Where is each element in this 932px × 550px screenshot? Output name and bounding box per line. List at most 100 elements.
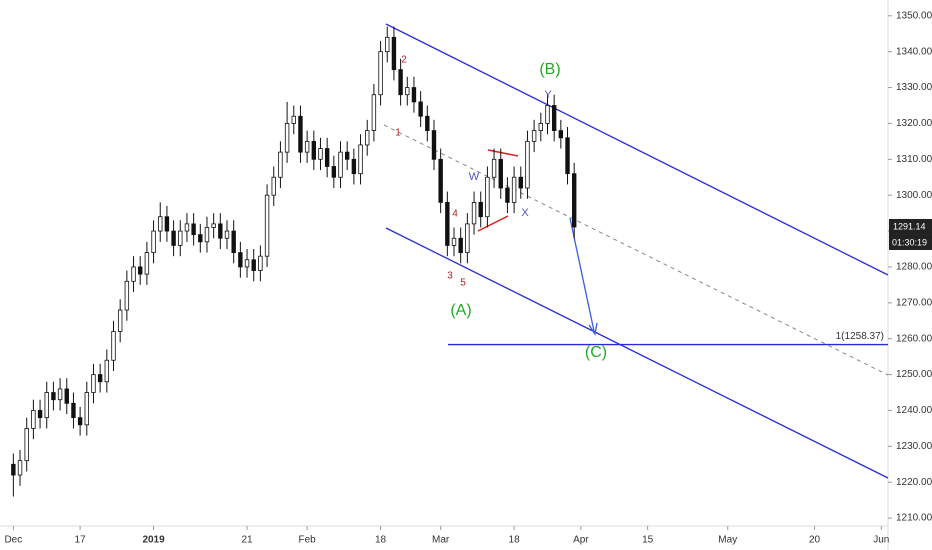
candle xyxy=(104,349,110,393)
candle-body xyxy=(164,216,170,232)
candle xyxy=(138,256,143,285)
x-tick-label: Jun xyxy=(873,535,889,546)
x-tick-label: May xyxy=(718,535,737,546)
candle-body xyxy=(178,230,183,246)
candle-body xyxy=(391,36,397,71)
candle xyxy=(558,119,564,149)
candle xyxy=(218,213,223,250)
candle xyxy=(164,205,170,242)
candle-body xyxy=(191,223,196,236)
y-tick-label: 1230.00 xyxy=(896,441,932,452)
wave-label: W xyxy=(469,171,480,183)
candle-body xyxy=(518,176,523,189)
candle xyxy=(144,241,150,285)
wave-label: (A) xyxy=(450,302,471,319)
x-tick-label: Apr xyxy=(573,535,589,546)
candle-body xyxy=(151,230,156,253)
price-tag-label: 1291.14 xyxy=(893,221,926,231)
wave-label: X xyxy=(521,207,529,219)
candle-body xyxy=(351,158,357,175)
candle xyxy=(231,220,236,264)
candle xyxy=(498,148,503,199)
y-tick-label: 1330.00 xyxy=(896,82,932,93)
candle xyxy=(198,223,203,253)
candle-body xyxy=(111,331,116,361)
candle xyxy=(338,141,343,189)
candle-body xyxy=(117,309,123,332)
candle xyxy=(291,105,296,135)
candle xyxy=(358,134,363,185)
candle xyxy=(184,213,190,242)
x-tick-label: 2019 xyxy=(142,535,165,546)
candle xyxy=(298,105,303,163)
candle-body xyxy=(378,51,383,96)
candle-body xyxy=(418,101,423,117)
candle xyxy=(91,363,96,404)
x-tick-label: Mar xyxy=(432,535,450,546)
y-tick-label: 1300.00 xyxy=(896,190,932,201)
candle-body xyxy=(478,201,483,218)
candle-body xyxy=(231,230,236,253)
candle-body xyxy=(238,252,243,268)
candle-body xyxy=(138,266,143,275)
candle xyxy=(238,241,243,278)
x-tick-label: Dec xyxy=(4,535,22,546)
candle-body xyxy=(431,130,437,160)
candle xyxy=(531,119,537,153)
candle-body xyxy=(64,388,69,404)
wave-label: 4 xyxy=(452,209,458,220)
candle xyxy=(51,381,56,411)
candle xyxy=(37,399,43,429)
candle xyxy=(111,320,116,371)
x-tick-label: 18 xyxy=(509,535,521,546)
candle-body xyxy=(545,105,550,124)
y-tick-label: 1240.00 xyxy=(896,405,932,416)
candle xyxy=(405,76,410,106)
candle xyxy=(571,162,577,239)
candle xyxy=(204,216,210,253)
candle xyxy=(485,166,490,228)
candle xyxy=(31,399,36,440)
candle-body xyxy=(438,158,443,203)
candle-body xyxy=(84,392,89,426)
candle xyxy=(438,148,443,214)
candle-body xyxy=(251,259,256,271)
candle-body xyxy=(398,69,403,96)
candle-body xyxy=(491,158,497,178)
candle-body xyxy=(451,237,457,246)
candle-body xyxy=(218,223,223,239)
candle xyxy=(451,227,457,257)
candle-body xyxy=(284,123,290,153)
candle xyxy=(545,94,550,135)
candle-body xyxy=(551,105,557,132)
level-label: 1(1258.37) xyxy=(836,331,884,342)
wave-label: 2 xyxy=(401,55,407,66)
countdown-tag xyxy=(889,234,932,250)
candle-body xyxy=(425,115,430,132)
candle-body xyxy=(525,140,530,189)
candle xyxy=(191,213,196,246)
candle-body xyxy=(365,130,370,146)
candle xyxy=(131,256,136,293)
candle-body xyxy=(471,201,477,225)
candle xyxy=(391,26,397,81)
candle-body xyxy=(104,359,110,383)
candle-body xyxy=(124,280,130,311)
candle-body xyxy=(31,410,36,429)
channel-lower xyxy=(385,227,889,479)
candle-body xyxy=(224,230,230,239)
y-tick-label: 1270.00 xyxy=(896,297,932,308)
candle-body xyxy=(565,137,570,175)
candle-body xyxy=(184,223,190,232)
candle xyxy=(471,191,477,235)
candle xyxy=(178,220,183,257)
x-tick-label: 15 xyxy=(642,535,654,546)
candle-body xyxy=(278,151,283,178)
triangle-lower xyxy=(477,215,509,232)
candle xyxy=(551,94,557,142)
wave-label: (C) xyxy=(585,344,607,361)
candle xyxy=(505,177,510,214)
candle-body xyxy=(571,173,577,228)
candle xyxy=(284,101,290,163)
candle-body xyxy=(144,252,150,275)
